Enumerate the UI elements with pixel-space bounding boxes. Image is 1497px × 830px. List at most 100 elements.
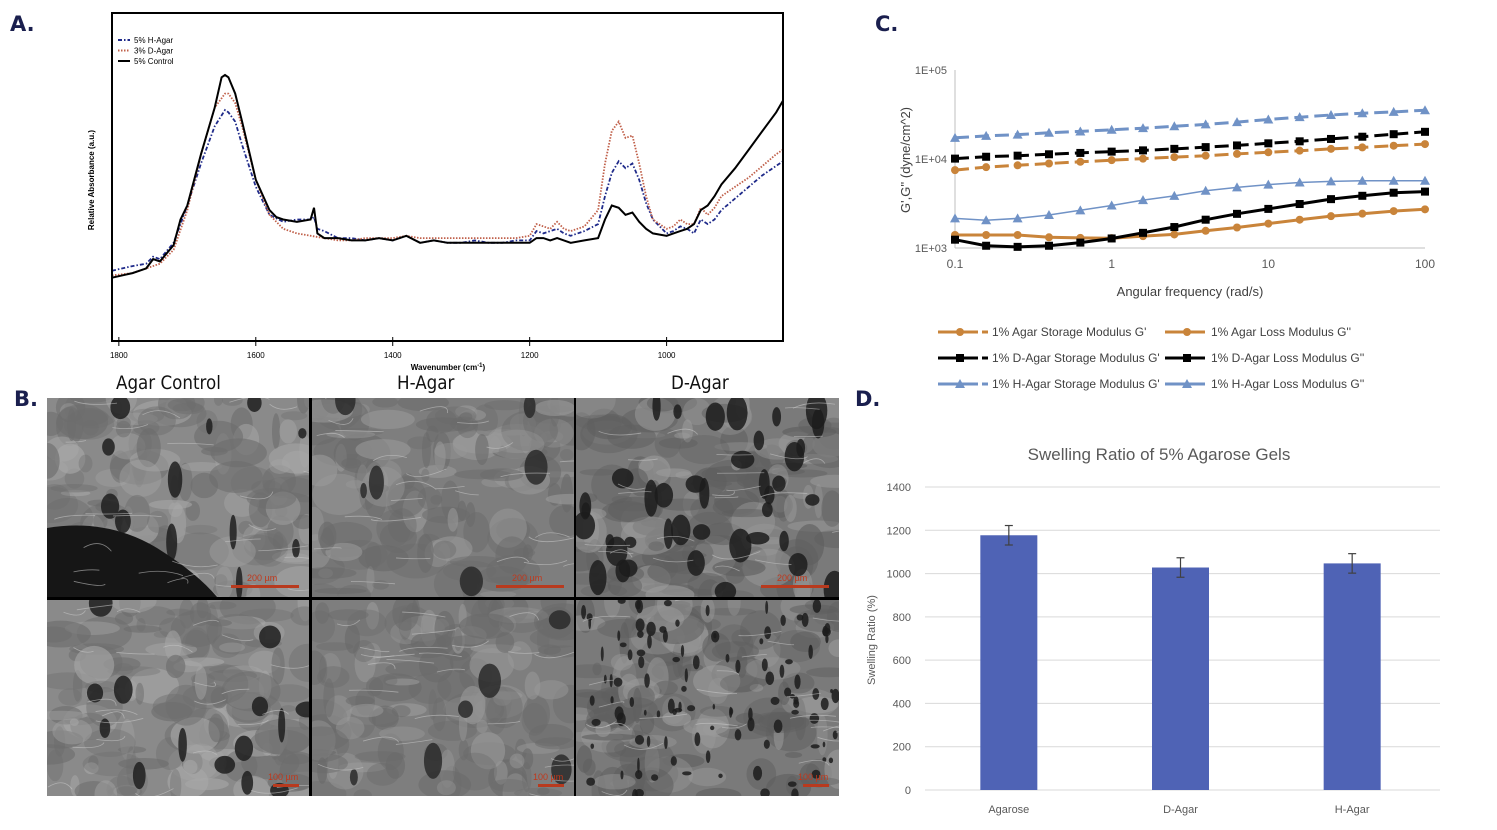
sem-texture-blob bbox=[347, 610, 386, 637]
sem-pore bbox=[710, 726, 714, 730]
ftir-series-2 bbox=[112, 75, 783, 278]
sem-pore bbox=[699, 478, 709, 509]
sem-pore bbox=[610, 696, 613, 704]
rheo-point bbox=[1076, 149, 1084, 157]
sem-texture-blob bbox=[434, 443, 467, 459]
rheo-point bbox=[1390, 142, 1398, 150]
rheo-point bbox=[1296, 147, 1304, 155]
sem-pore bbox=[586, 778, 595, 786]
rheo-point bbox=[1358, 210, 1366, 218]
sem-texture-blob bbox=[219, 643, 245, 653]
sem-texture-blob bbox=[386, 752, 405, 779]
rheo-point bbox=[1233, 141, 1241, 149]
rheo-point bbox=[1264, 220, 1272, 228]
scale-bar bbox=[538, 784, 564, 787]
sem-pore bbox=[788, 781, 797, 787]
sem-pore bbox=[524, 450, 547, 485]
sem-pore bbox=[731, 451, 754, 469]
sem-texture-blob bbox=[274, 566, 309, 597]
rheo-point bbox=[1108, 148, 1116, 156]
sem-texture-blob bbox=[211, 438, 267, 467]
rheo-ytick-label: 1E+04 bbox=[915, 154, 947, 166]
sem-texture-blob bbox=[52, 718, 92, 744]
rheo-legend-label: 1% Agar Loss Modulus G'' bbox=[1211, 325, 1351, 339]
sem-texture-blob bbox=[365, 542, 381, 570]
ftir-frame bbox=[112, 13, 783, 341]
sem-texture-blob bbox=[379, 726, 425, 740]
sem-texture-blob bbox=[560, 449, 574, 461]
sem-pore bbox=[637, 631, 644, 638]
sem-pore bbox=[630, 697, 634, 707]
scale-bar-label: 100 µm bbox=[798, 772, 828, 782]
sem-pore bbox=[780, 665, 785, 678]
sem-texture-blob bbox=[272, 413, 280, 449]
sem-pore bbox=[764, 626, 771, 639]
sem-texture-blob bbox=[147, 511, 168, 533]
sem-texture bbox=[47, 600, 309, 796]
rheo-xtick-label: 100 bbox=[1415, 257, 1435, 271]
sem-texture bbox=[312, 398, 574, 597]
rheo-point bbox=[1014, 161, 1022, 169]
sem-pore bbox=[810, 713, 820, 724]
sem-pore bbox=[235, 736, 253, 761]
rheo-point bbox=[1170, 145, 1178, 153]
sem-pore bbox=[601, 646, 604, 661]
rheo-point bbox=[1421, 188, 1429, 196]
rheo-series-line-4 bbox=[955, 110, 1425, 138]
rheo-point bbox=[1108, 234, 1116, 242]
sem-pore bbox=[794, 674, 800, 689]
sem-pore bbox=[785, 442, 804, 471]
sem-pore bbox=[735, 660, 740, 673]
sem-pore bbox=[706, 605, 710, 616]
sem-pore bbox=[617, 630, 620, 641]
sem-pore bbox=[620, 642, 627, 647]
rheo-ytick-label: 1E+03 bbox=[915, 243, 947, 255]
swell-ylabel: Swelling Ratio (%) bbox=[866, 595, 878, 685]
rheo-point bbox=[1327, 195, 1335, 203]
sem-texture-blob bbox=[580, 469, 618, 476]
sem-pore bbox=[687, 550, 705, 576]
swell-ytick-label: 400 bbox=[893, 698, 911, 710]
sem-image: 200 µm bbox=[47, 398, 309, 597]
sem-pore bbox=[713, 704, 715, 710]
sem-pore bbox=[635, 600, 641, 610]
sem-texture-blob bbox=[114, 663, 133, 675]
sem-pore bbox=[458, 701, 473, 718]
sem-image: 200 µm bbox=[576, 398, 839, 597]
rheo-point bbox=[1139, 155, 1147, 163]
sem-texture-blob bbox=[216, 566, 234, 597]
ftir-ylabel: Relative Absorbance (a.u.) bbox=[87, 130, 96, 231]
ftir-xlabel-end: ) bbox=[483, 363, 486, 372]
rheo-xlabel: Angular frequency (rad/s) bbox=[1117, 284, 1264, 299]
sem-image: 100 µm bbox=[312, 600, 574, 796]
sem-pore bbox=[102, 438, 115, 455]
sem-pore bbox=[241, 771, 253, 795]
sem-pore bbox=[214, 756, 235, 774]
sem-pore bbox=[89, 600, 113, 617]
sem-pore bbox=[718, 774, 722, 778]
sem-pore bbox=[612, 468, 634, 488]
scale-bar bbox=[273, 784, 299, 787]
rheo-point bbox=[1076, 239, 1084, 247]
sem-texture-blob bbox=[166, 609, 193, 616]
rheo-point bbox=[951, 236, 959, 244]
rheo-point bbox=[1202, 216, 1210, 224]
sem-texture-blob bbox=[149, 500, 192, 509]
sem-pore bbox=[168, 461, 182, 497]
sem-texture-blob bbox=[448, 508, 459, 532]
sem-pore bbox=[771, 697, 780, 705]
sem-texture-blob bbox=[79, 455, 93, 473]
sem-pore bbox=[671, 756, 677, 766]
swell-category-label: Agarose bbox=[988, 804, 1029, 816]
rheo-xtick-label: 1 bbox=[1108, 257, 1115, 271]
scale-bar bbox=[761, 585, 829, 588]
sem-pore bbox=[664, 736, 668, 749]
sem-pore bbox=[647, 635, 652, 649]
swelling-chart: Swelling Ratio of 5% Agarose Gels 020040… bbox=[850, 400, 1450, 830]
swell-bar bbox=[1152, 568, 1209, 790]
sem-pore bbox=[762, 502, 773, 517]
sem-texture-blob bbox=[602, 501, 652, 522]
sem-texture bbox=[312, 600, 574, 796]
sem-pore bbox=[133, 762, 146, 789]
